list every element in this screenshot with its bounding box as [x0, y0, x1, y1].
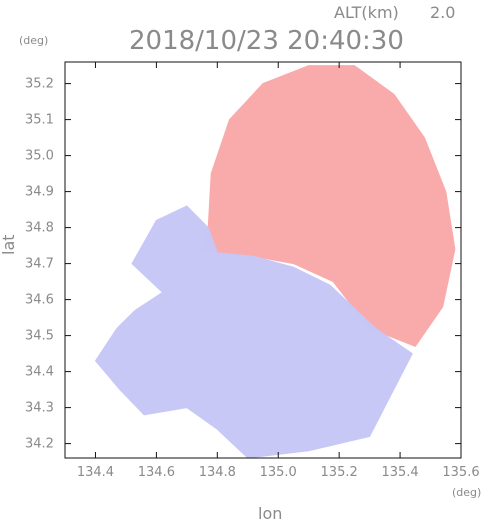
x-tick-label: 134.8: [199, 465, 236, 480]
x-unit-label: (deg): [452, 486, 481, 499]
y-tick-label: 34.3: [25, 401, 54, 416]
plot-frame: [64, 61, 462, 459]
y-tick-label: 34.2: [25, 437, 54, 452]
y-tick-label: 35.0: [25, 149, 54, 164]
y-tick-label: 34.8: [25, 221, 54, 236]
x-tick-label: 134.6: [138, 465, 175, 480]
negative-region: [94, 205, 413, 459]
y-tick-label: 34.6: [25, 293, 54, 308]
x-tick-label: 135.4: [381, 465, 418, 480]
y-tick-label: 34.7: [25, 257, 54, 272]
plot-area: [64, 61, 462, 459]
y-axis-ticks: 34.2 34.3 34.4 34.5 34.6 34.7 34.8 34.9 35.0 35.1…: [25, 77, 461, 452]
datetime-title: 2018/10/23 20:40:30: [129, 26, 404, 56]
y-tick-label: 34.4: [25, 365, 54, 380]
y-tick-label: 34.9: [25, 185, 54, 200]
x-tick-label: 135.0: [260, 465, 297, 480]
data-layer: [94, 65, 456, 459]
x-tick-label: 135.2: [321, 465, 358, 480]
y-tick-label: 35.2: [25, 77, 54, 92]
altitude-value: 2.0: [430, 3, 455, 22]
y-axis-label: lat: [0, 234, 18, 255]
y-tick-label: 34.5: [25, 329, 54, 344]
x-axis-ticks: 134.4 134.6 134.8 135.0 135.2 135.4 135.6: [77, 62, 480, 480]
y-unit-label: (deg): [19, 34, 48, 47]
x-tick-label: 134.4: [77, 465, 114, 480]
altitude-label: ALT(km): [334, 3, 399, 22]
y-tick-label: 35.1: [25, 113, 54, 128]
x-tick-label: 135.6: [442, 465, 479, 480]
x-axis-label: lon: [258, 504, 282, 521]
